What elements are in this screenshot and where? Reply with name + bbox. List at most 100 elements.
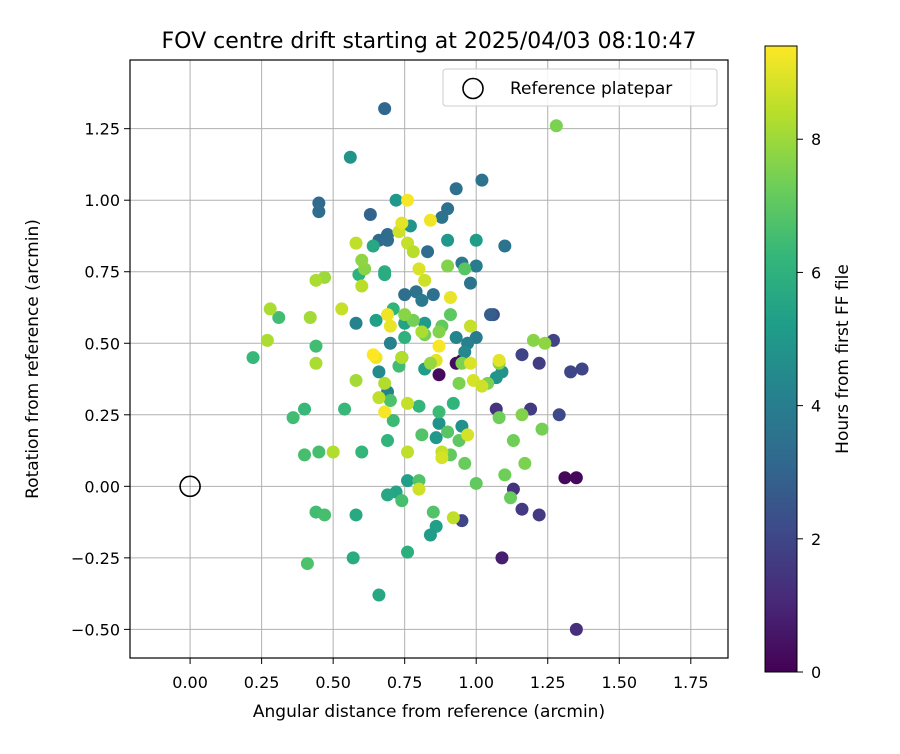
data-point bbox=[366, 348, 380, 362]
colorbar-tick-label: 8 bbox=[811, 130, 821, 149]
data-point bbox=[395, 494, 409, 508]
data-point bbox=[298, 448, 312, 462]
data-point bbox=[423, 356, 437, 370]
data-point bbox=[449, 331, 463, 345]
data-point bbox=[338, 402, 352, 416]
data-point bbox=[395, 351, 409, 365]
data-point bbox=[349, 373, 363, 387]
data-point bbox=[372, 588, 386, 602]
data-point bbox=[372, 391, 386, 405]
data-point bbox=[415, 293, 429, 307]
data-point bbox=[363, 208, 377, 222]
reference-platepar-marker bbox=[179, 475, 201, 498]
x-tick-label: 0.00 bbox=[172, 673, 208, 692]
reference-layer bbox=[179, 475, 201, 498]
data-point bbox=[272, 311, 286, 325]
data-point bbox=[412, 399, 426, 413]
colorbar-gradient bbox=[764, 45, 798, 673]
data-point bbox=[498, 468, 512, 482]
data-point bbox=[432, 368, 446, 382]
chart-title: FOV centre drift starting at 2025/04/03 … bbox=[162, 29, 697, 54]
data-point bbox=[446, 511, 460, 525]
data-point bbox=[463, 319, 477, 333]
data-point bbox=[549, 119, 563, 133]
data-point bbox=[423, 213, 437, 227]
data-point bbox=[469, 259, 483, 273]
y-tick-label: 0.00 bbox=[84, 477, 120, 496]
data-point bbox=[435, 451, 449, 465]
data-point bbox=[286, 411, 300, 425]
data-point bbox=[412, 262, 426, 276]
data-point bbox=[415, 325, 429, 339]
data-point bbox=[515, 348, 529, 362]
x-tick-label: 1.75 bbox=[673, 673, 709, 692]
data-point bbox=[458, 456, 472, 470]
colorbar-label: Hours from first FF file bbox=[833, 264, 853, 454]
data-point bbox=[309, 356, 323, 370]
data-point bbox=[429, 431, 443, 445]
legend-label-reference-platepar: Reference platepar bbox=[510, 79, 672, 99]
data-point bbox=[515, 502, 529, 516]
data-point bbox=[475, 379, 489, 393]
data-point bbox=[309, 339, 323, 353]
y-tick-label: 0.50 bbox=[84, 334, 120, 353]
data-point bbox=[432, 325, 446, 339]
data-point bbox=[569, 471, 583, 485]
data-point bbox=[426, 505, 440, 519]
data-point bbox=[569, 622, 583, 636]
data-point bbox=[349, 236, 363, 250]
data-point bbox=[421, 245, 435, 259]
plot-frame bbox=[129, 59, 729, 659]
data-point bbox=[441, 425, 455, 439]
data-point bbox=[532, 508, 546, 522]
legend-box bbox=[442, 68, 718, 107]
colorbar-tick-label: 4 bbox=[811, 397, 821, 416]
data-point bbox=[504, 491, 518, 505]
data-point bbox=[381, 434, 395, 448]
y-tick-label: 1.00 bbox=[84, 191, 120, 210]
data-point bbox=[526, 333, 540, 347]
data-point bbox=[383, 319, 397, 333]
y-axis-ticks: −0.50 −0.25 0.00 0.25 0.50 0.75 1.00 1.25 bbox=[71, 120, 130, 639]
data-point bbox=[443, 308, 457, 322]
data-point bbox=[495, 551, 509, 565]
x-tick-label: 1.25 bbox=[530, 673, 566, 692]
data-point bbox=[355, 253, 369, 267]
data-point bbox=[312, 205, 326, 219]
data-point bbox=[346, 551, 360, 565]
x-axis-label: Angular distance from reference (arcmin) bbox=[253, 702, 605, 722]
data-point bbox=[518, 456, 532, 470]
data-point bbox=[515, 408, 529, 422]
data-point bbox=[443, 290, 457, 304]
data-point bbox=[386, 414, 400, 428]
data-point bbox=[441, 259, 455, 273]
data-point bbox=[298, 402, 312, 416]
data-point bbox=[343, 150, 357, 164]
data-point bbox=[469, 476, 483, 490]
data-point bbox=[506, 434, 520, 448]
data-point bbox=[401, 193, 415, 207]
data-point bbox=[432, 416, 446, 430]
data-point bbox=[463, 356, 477, 370]
x-axis-ticks: 0.00 0.25 0.50 0.75 1.00 1.25 1.50 1.75 bbox=[172, 658, 709, 692]
data-point bbox=[383, 393, 397, 407]
data-point bbox=[552, 408, 566, 422]
data-point bbox=[246, 351, 260, 365]
data-point bbox=[398, 331, 412, 345]
colorbar-ticks: 0 2 4 6 8 bbox=[797, 130, 821, 682]
data-point bbox=[335, 302, 349, 316]
data-point bbox=[415, 428, 429, 442]
data-point bbox=[558, 471, 572, 485]
data-point bbox=[378, 405, 392, 419]
data-point bbox=[395, 216, 409, 230]
data-point bbox=[463, 276, 477, 290]
data-point bbox=[369, 313, 383, 327]
data-point bbox=[441, 202, 455, 216]
data-point bbox=[381, 233, 395, 247]
data-point bbox=[418, 273, 432, 287]
data-point bbox=[423, 528, 437, 542]
colorbar: 0 2 4 6 8 Hours from first FF file bbox=[764, 45, 853, 682]
y-tick-label: −0.25 bbox=[71, 549, 120, 568]
